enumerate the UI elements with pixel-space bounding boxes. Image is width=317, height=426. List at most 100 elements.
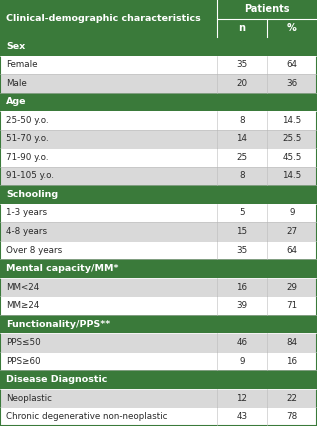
Bar [217,55,267,74]
Text: 1-3 years: 1-3 years [6,208,48,218]
Bar [267,241,317,259]
Text: PPS≥60: PPS≥60 [6,357,41,366]
Text: 9: 9 [289,208,295,218]
Text: Patients: Patients [244,4,290,14]
Text: 35: 35 [236,60,248,69]
Text: Female: Female [6,60,38,69]
Text: 22: 22 [287,394,297,403]
Text: 5: 5 [239,208,245,218]
Text: 84: 84 [286,338,298,347]
Text: 27: 27 [286,227,298,236]
Bar [267,278,317,296]
Text: 39: 39 [236,301,248,310]
Bar [267,74,317,92]
Bar [217,408,267,426]
Bar [0,148,217,167]
Text: Male: Male [6,79,27,88]
Text: 45.5: 45.5 [282,153,302,162]
Text: 15: 15 [236,227,248,236]
Text: 25.5: 25.5 [282,135,302,144]
Text: MM<24: MM<24 [6,282,40,291]
Text: 14: 14 [236,135,248,144]
Text: 4-8 years: 4-8 years [6,227,48,236]
Text: 91-105 y.o.: 91-105 y.o. [6,171,54,181]
Bar [0,37,317,55]
Bar [267,408,317,426]
Bar [267,111,317,130]
Bar [267,55,317,74]
Text: 71-90 y.o.: 71-90 y.o. [6,153,49,162]
Text: 64: 64 [287,245,297,255]
Bar [0,334,217,352]
Bar [217,334,267,352]
Text: Age: Age [6,98,27,106]
Bar [0,371,317,389]
Bar [217,130,267,148]
Bar [0,111,217,130]
Bar [267,352,317,371]
Bar [267,18,317,37]
Bar [217,296,267,315]
Bar [0,55,217,74]
Text: Neoplastic: Neoplastic [6,394,52,403]
Text: 51-70 y.o.: 51-70 y.o. [6,135,49,144]
Text: 64: 64 [287,60,297,69]
Bar [217,241,267,259]
Bar [267,334,317,352]
Bar [267,148,317,167]
Bar [0,278,217,296]
Text: %: % [287,23,297,33]
Text: 9: 9 [239,357,245,366]
Text: n: n [238,23,246,33]
Bar [267,296,317,315]
Bar [0,408,217,426]
Bar [0,130,217,148]
Bar [267,130,317,148]
Bar [0,167,217,185]
Text: Schooling: Schooling [6,190,58,199]
Text: 29: 29 [287,282,297,291]
Text: 78: 78 [286,412,298,421]
Text: 8: 8 [239,116,245,125]
Text: Functionality/PPS**: Functionality/PPS** [6,320,111,328]
Bar [0,0,217,37]
Bar [217,167,267,185]
Bar [267,222,317,241]
Text: PPS≤50: PPS≤50 [6,338,41,347]
Text: Sex: Sex [6,42,26,51]
Bar [217,278,267,296]
Bar [267,167,317,185]
Text: 14.5: 14.5 [282,171,301,181]
Bar [217,204,267,222]
Text: Mental capacity/MM*: Mental capacity/MM* [6,264,119,273]
Text: 25: 25 [236,153,248,162]
Bar [0,222,217,241]
Bar [217,111,267,130]
Text: Over 8 years: Over 8 years [6,245,62,255]
Bar [217,389,267,408]
Text: MM≥24: MM≥24 [6,301,40,310]
Bar [217,148,267,167]
Bar [0,92,317,111]
Bar [0,241,217,259]
Text: 12: 12 [236,394,248,403]
Bar [0,74,217,92]
Text: 71: 71 [286,301,298,310]
Bar [0,204,217,222]
Bar [0,296,217,315]
Bar [217,18,267,37]
Bar [267,204,317,222]
Text: 36: 36 [286,79,298,88]
Text: 20: 20 [236,79,248,88]
Bar [217,352,267,371]
Text: 35: 35 [236,245,248,255]
Bar [217,0,317,18]
Text: 16: 16 [287,357,297,366]
Text: 46: 46 [236,338,248,347]
Text: 16: 16 [236,282,248,291]
Text: Clinical-demographic characteristics: Clinical-demographic characteristics [6,14,201,23]
Bar [0,315,317,334]
Bar [0,259,317,278]
Text: Chronic degenerative non-neoplastic: Chronic degenerative non-neoplastic [6,412,168,421]
Bar [0,185,317,204]
